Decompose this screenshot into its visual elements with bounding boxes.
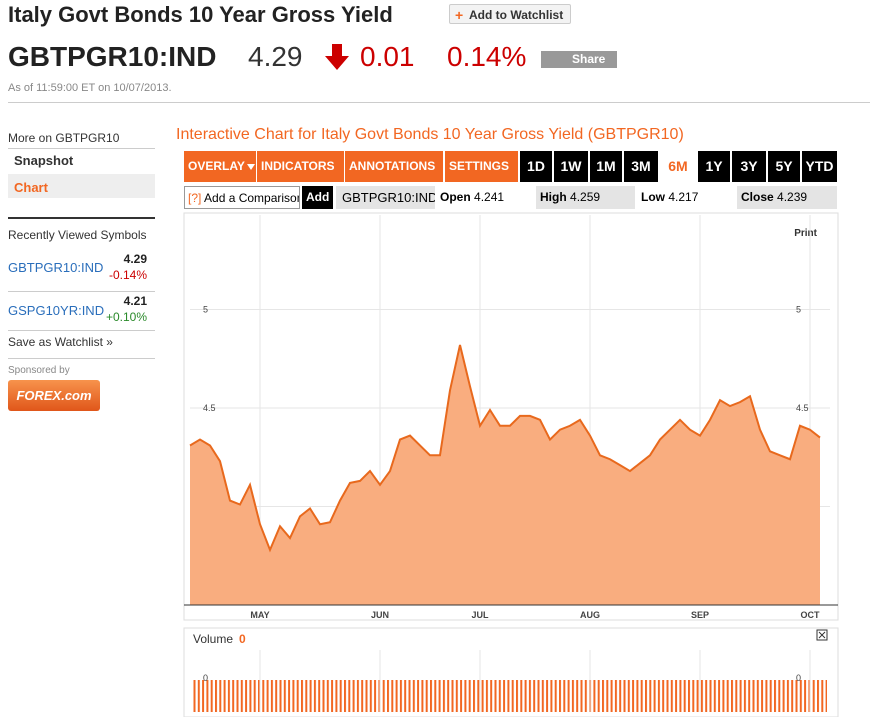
stat-label: High (540, 190, 567, 204)
sponsor-logo[interactable]: FOREX.com (8, 380, 100, 411)
y-tick-label: 4.5 (796, 403, 809, 413)
symbol: GBTPGR10:IND (8, 41, 217, 72)
compare-input[interactable]: [?] Add a Comparison (184, 186, 300, 209)
down-arrow (325, 44, 349, 70)
chart-title: Interactive Chart for Italy Govt Bonds 1… (176, 126, 684, 143)
menu-label: OVERLAY (188, 159, 245, 173)
volume-label: Volume (193, 632, 233, 646)
divider (8, 358, 155, 359)
sponsored: Sponsored by (8, 365, 70, 376)
divider (8, 148, 155, 149)
divider (8, 330, 155, 331)
chart-frame (183, 212, 839, 621)
range-button[interactable]: YTD (802, 151, 837, 182)
volume-close[interactable] (816, 629, 828, 641)
compare-button[interactable]: Add (302, 186, 333, 209)
change-pct: 0.14% (447, 41, 527, 72)
x-tick-label: JUL (471, 610, 489, 620)
divider (8, 217, 155, 219)
y-tick-label: 4 (796, 502, 801, 512)
menu[interactable]: SETTINGS (445, 151, 518, 182)
stat: Close 4.239 (737, 186, 837, 209)
watchlist-label: Add to Watchlist (469, 8, 564, 22)
x-tick-label: JUN (371, 610, 389, 620)
range-button[interactable]: 1W (554, 151, 588, 182)
range-button[interactable]: 1D (520, 151, 552, 182)
chart-symbol: GBTPGR10:IND (336, 186, 435, 209)
stat: Open 4.241 (436, 186, 534, 209)
stat: High 4.259 (536, 186, 635, 209)
range-button[interactable]: 1M (590, 151, 622, 182)
range-button[interactable]: 6M (660, 151, 696, 182)
area-fill (190, 345, 820, 605)
nav-link[interactable]: Chart (14, 180, 48, 195)
placeholder: Add a Comparison (204, 191, 300, 205)
price: 4.29 (248, 41, 303, 72)
area-line (189, 344, 821, 553)
x-tick-label: SEP (691, 610, 709, 620)
recent-symbol[interactable]: GBTPGR10:IND (8, 260, 104, 275)
print-link[interactable]: Print (794, 228, 817, 239)
divider (8, 102, 870, 103)
volume-value: 0 (239, 632, 246, 646)
change: 0.01 (360, 41, 415, 72)
x-tick-label: OCT (801, 610, 821, 620)
volume-bars (193, 680, 827, 712)
nav-active (8, 174, 155, 198)
recent-change: +0.10% (105, 310, 147, 324)
range-button[interactable]: 5Y (768, 151, 800, 182)
menu[interactable]: ANNOTATIONS (345, 151, 443, 182)
recent-price: 4.29 (123, 252, 147, 266)
page-title: Italy Govt Bonds 10 Year Gross Yield (8, 2, 393, 27)
range-button[interactable]: 1Y (698, 151, 730, 182)
x-tick-label: AUG (580, 610, 600, 620)
menu-label: SETTINGS (449, 159, 510, 173)
share-button[interactable]: Share (541, 51, 617, 68)
menu[interactable]: INDICATORS (257, 151, 344, 182)
stat-value: 4.217 (668, 190, 699, 204)
watchlist-button[interactable]: + Add to Watchlist (449, 4, 571, 24)
save-watchlist[interactable]: Save as Watchlist » (8, 335, 113, 349)
y-tick-label: 5 (796, 305, 801, 315)
stat-value: 4.241 (474, 190, 505, 204)
menu-label: ANNOTATIONS (349, 159, 436, 173)
nav-link[interactable]: Snapshot (14, 153, 74, 168)
stat: Low 4.217 (637, 186, 735, 209)
range-button[interactable]: 3M (624, 151, 658, 182)
recent-title: Recently Viewed Symbols (8, 228, 147, 242)
range-button[interactable]: 3Y (732, 151, 766, 182)
y-tick-label: 4 (203, 502, 208, 512)
stat-label: Close (741, 190, 774, 204)
stat-value: 4.259 (570, 190, 601, 204)
y-tick-label: 4.5 (203, 403, 216, 413)
help: [?] (188, 191, 202, 205)
x-tick-label: MAY (250, 610, 269, 620)
stat-label: Low (641, 190, 665, 204)
recent-symbol[interactable]: GSPG10YR:IND (8, 303, 105, 318)
timestamp: As of 11:59:00 ET on 10/07/2013. (8, 82, 172, 94)
menu-label: INDICATORS (261, 159, 335, 173)
recent-change: -0.14% (108, 268, 147, 282)
volume-tick-label: 0 (796, 673, 801, 683)
recent-price: 4.21 (123, 294, 147, 308)
divider (8, 291, 155, 292)
volume-frame (183, 627, 839, 717)
more-on: More on GBTPGR10 (8, 131, 120, 145)
menu[interactable]: OVERLAY (184, 151, 256, 182)
stat-label: Open (440, 190, 471, 204)
stat-value: 4.239 (777, 190, 808, 204)
volume-tick-label: 0 (203, 673, 208, 683)
y-tick-label: 5 (203, 305, 208, 315)
